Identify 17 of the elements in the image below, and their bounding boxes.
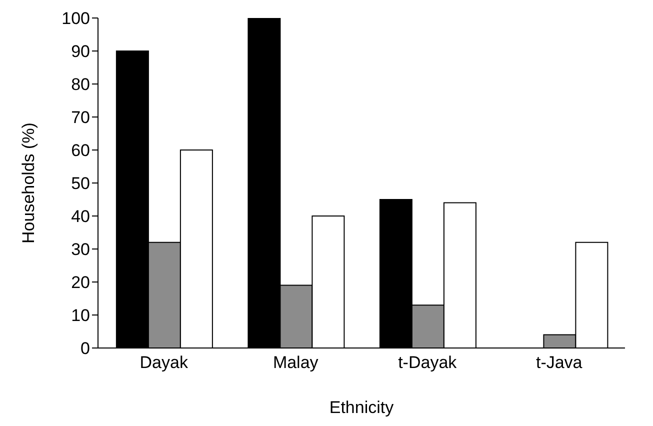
y-tick-label: 100 <box>62 9 90 28</box>
y-tick-label: 90 <box>71 42 90 62</box>
y-tick-label: 0 <box>80 339 90 358</box>
x-tick-label: Malay <box>272 353 319 372</box>
y-tick-label: 80 <box>71 75 90 94</box>
y-tick-label: 60 <box>71 141 90 160</box>
x-tick-label: Dayak <box>140 353 188 372</box>
x-tick-label: t-Java <box>536 353 583 372</box>
y-tick-label: 30 <box>71 240 90 260</box>
x-tick-label: t-Dayak <box>398 353 458 372</box>
y-tick-label: 20 <box>71 273 90 292</box>
x-axis-title: Ethnicity <box>329 398 394 417</box>
y-tick-label: 10 <box>71 306 90 326</box>
y-axis-title: Households (%) <box>19 122 38 244</box>
y-tick-label: 40 <box>71 207 90 226</box>
y-tick-label: 70 <box>71 108 90 128</box>
y-tick-label: 50 <box>71 174 90 194</box>
